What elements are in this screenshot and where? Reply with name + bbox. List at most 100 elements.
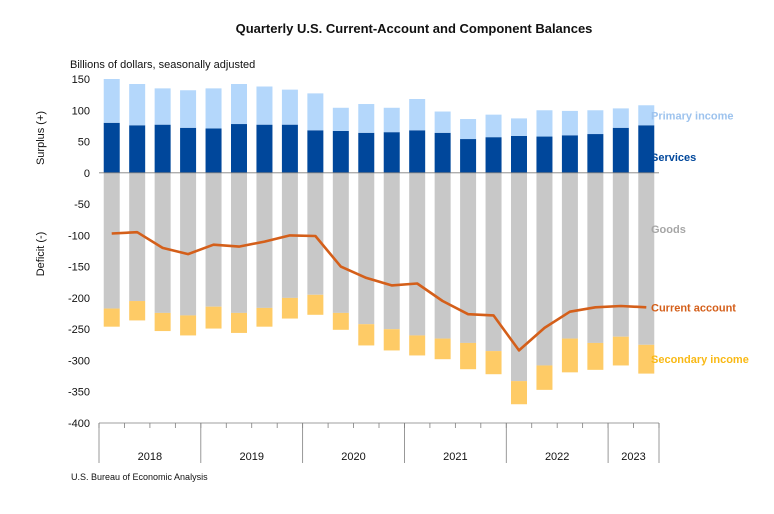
primary-income-bar [587,110,604,135]
services-bar [358,132,375,173]
goods-bar [129,172,146,302]
secondary-income-bar [409,335,426,356]
goods-bar [103,172,120,309]
services-bar [231,124,247,173]
services-bar [536,136,553,173]
goods-bar [485,172,502,352]
year-label: 2021 [443,451,467,463]
primary-income-bar [205,88,222,129]
goods-bar [434,172,451,339]
year-label: 2019 [239,451,263,463]
y-tick-label: -100 [68,230,90,242]
secondary-income-bar [383,329,400,351]
goods-bar [409,172,426,336]
series-label: Current account [651,302,736,314]
current-account-layer [111,230,647,352]
secondary-income-bar [103,308,120,327]
y-tick-label: -200 [68,293,90,305]
primary-income-bar [180,90,197,128]
series-label: Secondary income [651,354,749,366]
y-tick-label: -150 [68,262,90,274]
primary-income-bar [612,108,629,128]
services-bar [383,132,400,173]
goods-bar [383,172,400,330]
y-axis-ticks: 150 100 50 0 -50 -100 -150 -200 -250 -300 -350 -400 [68,74,90,430]
y-tick-label: -350 [68,387,90,399]
goods-bar [154,172,171,313]
services-bar [307,130,324,173]
secondary-income-bar [561,338,578,373]
services-bar [638,125,655,173]
primary-income-bar [383,107,400,133]
services-bar [129,125,146,173]
x-axis: 2018 2019 2020 2021 2022 2023 [98,422,660,463]
primary-income-bar [332,107,349,131]
y-tick-label: 100 [72,105,90,117]
secondary-income-bar [281,297,298,319]
primary-income-bar [307,93,324,131]
y-tick-label: -250 [68,324,90,336]
primary-income-bar [358,104,375,133]
goods-bar [231,172,247,313]
goods-bar [561,172,578,339]
year-label: 2022 [545,451,569,463]
primary-income-bar [231,84,247,125]
goods-bar [612,172,629,337]
secondary-income-bar [460,342,477,370]
secondary-income-bar [612,336,629,366]
y-tick-label: 50 [78,137,90,149]
series-label: Services [651,152,696,164]
secondary-income-bar [587,342,604,370]
chart-subtitle: Billions of dollars, seasonally adjusted [70,59,255,71]
secondary-income-bar [536,365,553,390]
primary-income-bar [256,86,273,125]
services-bar [256,124,273,173]
goods-bar [332,172,349,313]
primary-income-bar [281,89,298,125]
goods-bar [587,172,604,343]
y-tick-label: -300 [68,355,90,367]
services-bar [485,137,502,173]
source-note: U.S. Bureau of Economic Analysis [71,472,208,482]
goods-bar [460,172,477,343]
secondary-income-bar [332,312,349,330]
primary-income-bar [638,105,655,126]
services-bar [561,135,578,173]
year-label: 2018 [138,451,162,463]
services-bar [511,135,527,173]
services-bar [434,132,451,173]
goods-bar [536,172,553,366]
year-label: 2023 [621,451,645,463]
services-bar [281,124,298,173]
chart-title: Quarterly U.S. Current-Account and Compo… [236,21,593,36]
secondary-income-bar [434,338,451,360]
secondary-income-bar [511,381,527,405]
secondary-income-bar [205,306,222,329]
secondary-income-bar [485,351,502,375]
year-label: 2020 [341,451,365,463]
primary-income-bar [103,79,120,123]
services-bar [460,139,477,173]
y-label-surplus: Surplus (+) [35,111,47,165]
primary-income-bar [460,119,477,140]
primary-income-bar [129,84,146,126]
series-label: Goods [651,224,686,236]
services-bar [205,128,222,173]
services-bar [587,134,604,173]
primary-income-bar [434,111,451,133]
y-tick-label: 0 [84,168,90,180]
current-account-line [111,230,647,352]
secondary-income-bar [638,344,655,374]
services-bar [409,130,426,173]
services-bar [154,124,171,173]
services-bar [180,127,197,173]
series-label: Primary income [651,110,734,122]
y-tick-label: -400 [68,418,90,430]
y-label-deficit: Deficit (-) [35,232,47,277]
goods-bar [511,172,527,382]
bars-layer [99,79,659,405]
series-labels: Primary income Services Goods Current accou… [651,110,749,366]
y-tick-label: -50 [74,199,90,211]
primary-income-bar [561,110,578,136]
goods-bar [307,172,324,295]
